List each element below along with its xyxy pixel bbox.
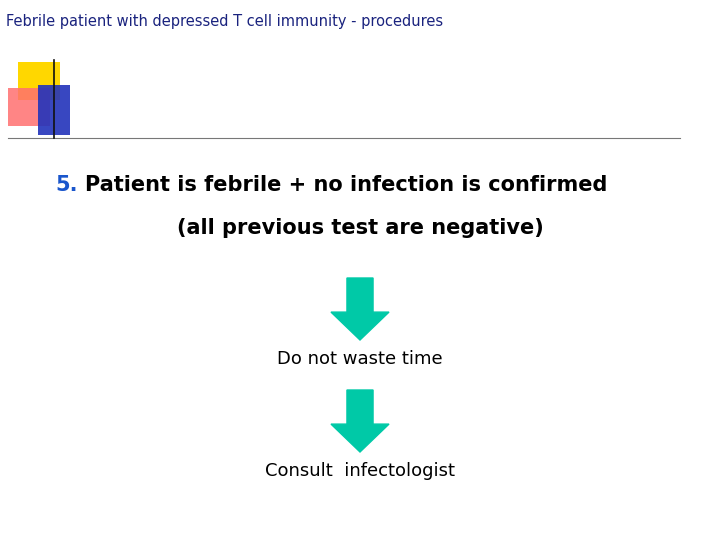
Text: Patient is febrile + no infection is confirmed: Patient is febrile + no infection is con… <box>85 175 608 195</box>
Polygon shape <box>331 390 389 452</box>
Bar <box>18 62 60 100</box>
Text: Consult  infectologist: Consult infectologist <box>265 462 455 480</box>
Text: Febrile patient with depressed T cell immunity - procedures: Febrile patient with depressed T cell im… <box>6 14 443 29</box>
Bar <box>38 85 70 135</box>
Text: Do not waste time: Do not waste time <box>277 350 443 368</box>
Bar <box>8 88 50 126</box>
Polygon shape <box>331 278 389 340</box>
Text: (all previous test are negative): (all previous test are negative) <box>176 218 544 238</box>
Text: 5.: 5. <box>55 175 78 195</box>
